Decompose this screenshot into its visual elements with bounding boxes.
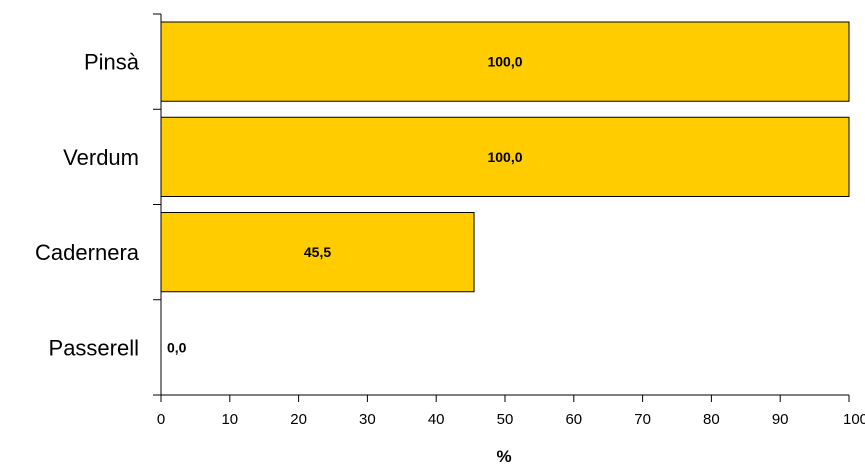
x-tick-label-8: 80 bbox=[703, 411, 720, 428]
x-tick-label-3: 30 bbox=[359, 411, 376, 428]
x-tick-label-10: 100 bbox=[843, 411, 865, 428]
labels-layer: 100,0 Pinsà 100,0 Verdum 45,5 Cadernera 0,0 Pas… bbox=[35, 50, 865, 466]
axes-layer bbox=[153, 13, 850, 402]
data-label-1: 100,0 bbox=[487, 149, 522, 165]
bar-1 bbox=[160, 116, 850, 197]
x-tick-label-9: 90 bbox=[772, 411, 789, 428]
x-axis-title: % bbox=[496, 447, 511, 466]
x-tick-label-5: 50 bbox=[497, 411, 514, 428]
data-label-2: 45,5 bbox=[304, 244, 331, 260]
x-tick-label-2: 20 bbox=[290, 411, 307, 428]
x-tick-label-4: 40 bbox=[428, 411, 445, 428]
category-label-0: Pinsà bbox=[84, 50, 140, 75]
bars-layer bbox=[160, 21, 850, 293]
category-label-3: Passerell bbox=[49, 335, 139, 360]
x-tick-label-6: 60 bbox=[565, 411, 582, 428]
x-tick-label-0: 0 bbox=[157, 411, 165, 428]
data-label-3: 0,0 bbox=[167, 339, 187, 355]
x-tick-label-7: 70 bbox=[634, 411, 651, 428]
bar-0 bbox=[160, 21, 850, 102]
x-tick-label-1: 10 bbox=[221, 411, 238, 428]
category-label-2: Cadernera bbox=[35, 240, 140, 265]
category-label-1: Verdum bbox=[63, 145, 139, 170]
data-label-0: 100,0 bbox=[487, 54, 522, 70]
bar-2 bbox=[160, 212, 475, 293]
